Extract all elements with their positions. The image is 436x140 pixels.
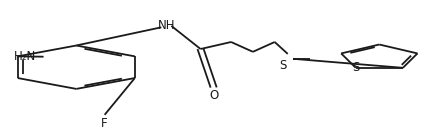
Text: S: S [279, 59, 286, 72]
Text: F: F [100, 117, 107, 130]
Text: NH: NH [158, 19, 176, 32]
Text: O: O [209, 89, 218, 102]
Text: S: S [352, 61, 359, 74]
Text: H₂N: H₂N [14, 50, 36, 63]
